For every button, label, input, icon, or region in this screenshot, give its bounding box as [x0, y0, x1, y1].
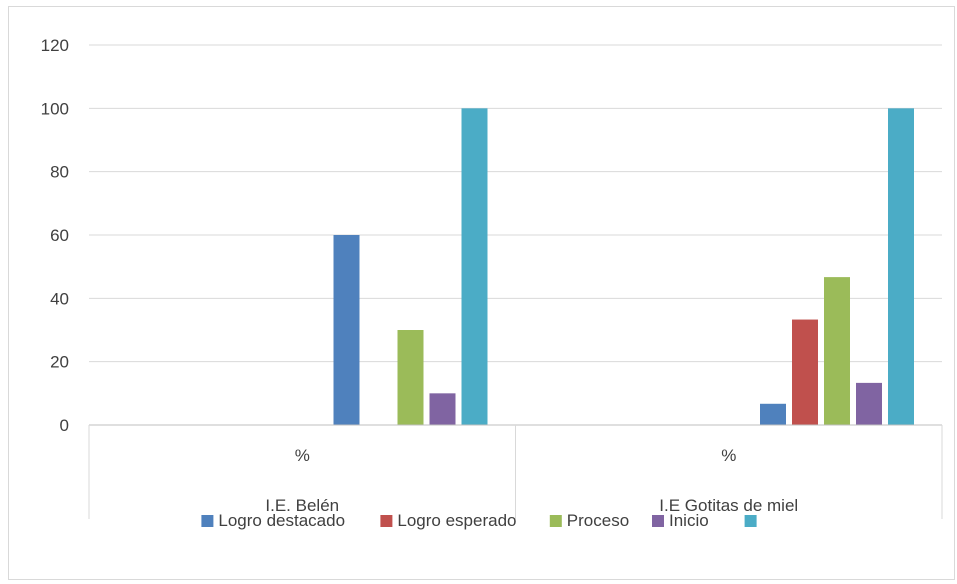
- legend-swatch: [549, 515, 562, 527]
- legend-label: Logro destacado: [218, 511, 345, 530]
- bar-inicio-0: [429, 393, 456, 425]
- bar-inicio-1: [856, 382, 882, 425]
- x-group-label: I.E. Belén: [265, 496, 339, 515]
- legend-label: Logro esperado: [397, 511, 516, 530]
- y-axis-ticks: 0 20 40 60 80 100 120: [41, 36, 69, 435]
- legend-swatch: [652, 515, 664, 527]
- y-tick-label: 80: [50, 163, 69, 182]
- legend-label: Inicio: [669, 511, 709, 530]
- bar-chart: 0 20 40 60 80 100 120 % I.E. Belén% I.E Gotitas …: [41, 36, 943, 530]
- bar-proceso-0: [397, 330, 424, 425]
- y-tick-label: 0: [60, 416, 69, 435]
- bar-logro-destacado-0: [333, 235, 360, 425]
- legend: Logro destacado Logro esperado Proceso Inic…: [201, 511, 757, 530]
- bar-logro-destacado-1: [760, 403, 786, 425]
- bar-proceso-1: [824, 277, 850, 425]
- bar-series-5-0: [461, 108, 488, 425]
- y-tick-label: 100: [41, 99, 69, 118]
- bar-logro-esperado-1: [792, 319, 818, 425]
- x-sub-label: %: [721, 446, 736, 465]
- bars: [333, 108, 914, 425]
- x-axis: % I.E. Belén% I.E Gotitas de miel: [88, 424, 943, 519]
- legend-swatch: [380, 515, 393, 527]
- legend-swatch: [201, 515, 214, 527]
- y-tick-label: 40: [50, 289, 69, 308]
- bar-series-5-1: [888, 108, 914, 425]
- y-tick-label: 120: [41, 36, 69, 55]
- legend-label: Proceso: [567, 511, 629, 530]
- y-tick-label: 60: [50, 226, 69, 245]
- x-group-label: I.E Gotitas de miel: [659, 496, 798, 515]
- grid-lines: [89, 44, 942, 426]
- chart-container: 0 20 40 60 80 100 120 % I.E. Belén% I.E Gotitas …: [8, 6, 955, 580]
- y-tick-label: 20: [50, 353, 69, 372]
- legend-swatch: [744, 515, 757, 527]
- x-sub-label: %: [295, 446, 310, 465]
